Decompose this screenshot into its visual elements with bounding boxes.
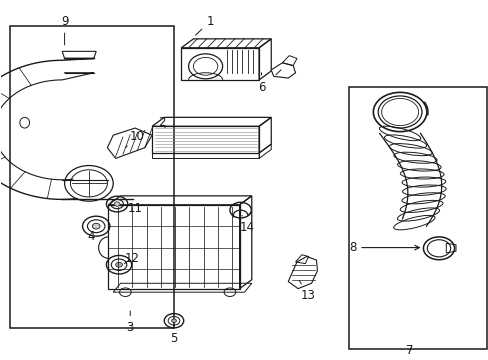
Text: 5: 5 [170,324,177,345]
Text: 1: 1 [195,14,214,35]
Text: 7: 7 [405,344,413,357]
Circle shape [114,202,120,206]
Text: 9: 9 [61,14,68,45]
Circle shape [116,262,122,267]
Text: 3: 3 [126,311,134,334]
Text: 14: 14 [239,216,254,234]
Text: 11: 11 [122,202,142,215]
Text: 2: 2 [158,116,165,129]
Text: 10: 10 [125,130,144,148]
Text: 12: 12 [124,252,139,265]
Text: 6: 6 [257,73,264,94]
Circle shape [171,319,176,323]
Text: 13: 13 [299,280,314,302]
Text: 8: 8 [348,241,419,254]
Bar [10,26,174,328]
Circle shape [92,223,100,229]
Bar [348,87,486,349]
Text: 4: 4 [87,230,101,243]
